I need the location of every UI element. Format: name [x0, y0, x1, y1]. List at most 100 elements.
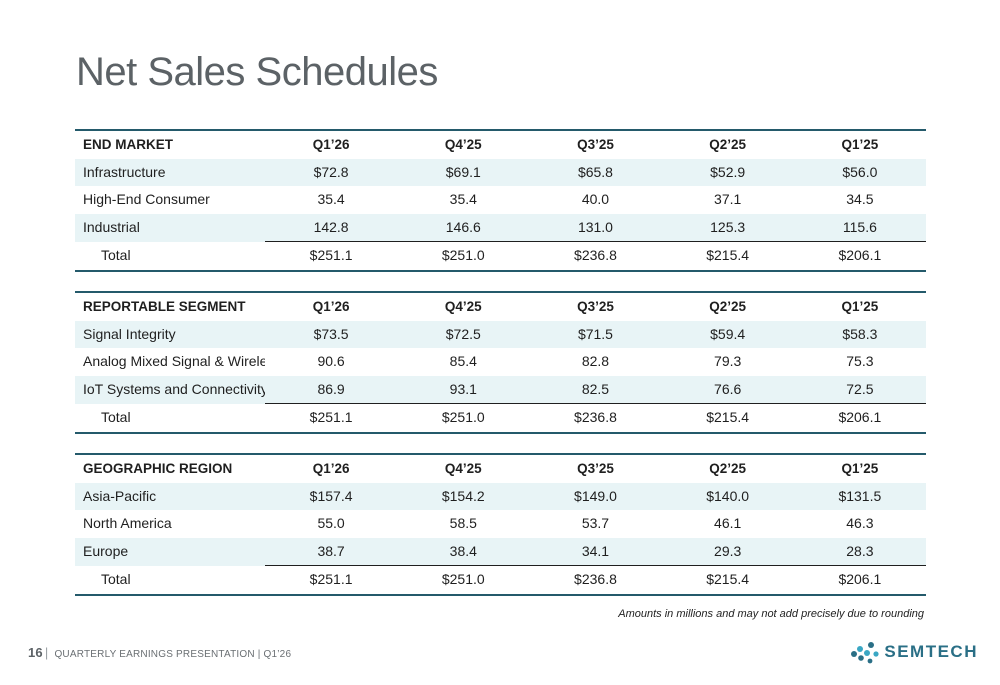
- column-header: Q4’25: [397, 291, 530, 321]
- table-row: Infrastructure $72.8 $69.1 $65.8 $52.9 $…: [75, 158, 926, 186]
- total-row: Total $251.1 $251.0 $236.8 $215.4 $206.1: [75, 241, 926, 272]
- column-header: Q1’25: [793, 129, 926, 159]
- table-row: Asia-Pacific $157.4 $154.2 $149.0 $140.0…: [75, 482, 926, 510]
- table-cell: 37.1: [714, 191, 742, 208]
- total-cell: $251.1: [265, 241, 398, 272]
- table-row: Europe 38.7 38.4 34.1 29.3 28.3: [75, 537, 926, 566]
- total-cell: $236.8: [529, 241, 662, 272]
- table-cell: 131.0: [529, 213, 662, 242]
- table-header-row: GEOGRAPHIC REGION Q1’26 Q4’25 Q3’25 Q2’2…: [75, 453, 926, 483]
- table-cell: 142.8: [265, 213, 398, 242]
- row-label: North America: [83, 515, 172, 532]
- table-cell: $157.4: [265, 482, 398, 510]
- table-cell: 58.5: [449, 515, 477, 532]
- total-cell: $206.1: [793, 403, 926, 434]
- table-cell: 115.6: [793, 213, 926, 242]
- total-cell: $206.1: [793, 241, 926, 272]
- table-cell: $149.0: [529, 482, 662, 510]
- table-cell: 125.3: [661, 213, 794, 242]
- column-header: Q3’25: [529, 453, 662, 483]
- table-heading: REPORTABLE SEGMENT: [75, 291, 265, 321]
- column-header: Q1’26: [265, 453, 398, 483]
- semtech-logo: SEMTECH: [850, 640, 978, 664]
- column-header: Q4’25: [397, 129, 530, 159]
- total-cell: $251.0: [397, 403, 530, 434]
- total-cell: $251.0: [397, 241, 530, 272]
- total-label: Total: [75, 565, 265, 596]
- table-cell: $73.5: [265, 320, 398, 348]
- row-label: Infrastructure: [75, 158, 265, 186]
- total-cell: $215.4: [661, 403, 794, 434]
- column-header: Q1’26: [265, 291, 398, 321]
- column-header: Q1’26: [265, 129, 398, 159]
- table-heading: GEOGRAPHIC REGION: [75, 453, 265, 483]
- table-cell: $140.0: [661, 482, 794, 510]
- table-cell: 93.1: [397, 375, 530, 404]
- table-cell: $65.8: [529, 158, 662, 186]
- footer-text: QUARTERLY EARNINGS PRESENTATION | Q1’26: [54, 649, 292, 660]
- table-cell: 29.3: [661, 537, 794, 566]
- table-cell: 146.6: [397, 213, 530, 242]
- total-cell: $206.1: [793, 565, 926, 596]
- column-header: Q2’25: [661, 129, 794, 159]
- table-cell: 34.5: [846, 191, 874, 208]
- row-label: Europe: [75, 537, 265, 566]
- table-cell: $71.5: [529, 320, 662, 348]
- total-cell: $215.4: [661, 565, 794, 596]
- table-cell: 40.0: [581, 191, 610, 208]
- total-cell: $236.8: [529, 565, 662, 596]
- table-cell: $72.5: [397, 320, 530, 348]
- total-cell: $251.1: [265, 403, 398, 434]
- column-header: Q1’25: [793, 291, 926, 321]
- table-cell: $58.3: [793, 320, 926, 348]
- row-label: Signal Integrity: [75, 320, 265, 348]
- total-label: Total: [75, 403, 265, 434]
- page-number: 16: [28, 645, 43, 660]
- total-row: Total $251.1 $251.0 $236.8 $215.4 $206.1: [75, 403, 926, 434]
- table-cell: 76.6: [661, 375, 794, 404]
- table-row: North America 55.0 58.5 53.7 46.1 46.3: [75, 510, 926, 538]
- table-cell: $59.4: [661, 320, 794, 348]
- total-row: Total $251.1 $251.0 $236.8 $215.4 $206.1: [75, 565, 926, 596]
- column-header: Q1’25: [793, 453, 926, 483]
- table-cell: 79.3: [714, 353, 742, 370]
- reportable-segment-table: REPORTABLE SEGMENT Q1’26 Q4’25 Q3’25 Q2’…: [75, 291, 926, 434]
- table-cell: 46.1: [714, 515, 742, 532]
- table-cell: 86.9: [265, 375, 398, 404]
- column-header: Q3’25: [529, 129, 662, 159]
- table-header-row: REPORTABLE SEGMENT Q1’26 Q4’25 Q3’25 Q2’…: [75, 291, 926, 321]
- column-header: Q4’25: [397, 453, 530, 483]
- row-label: Analog Mixed Signal & Wireless: [83, 353, 265, 370]
- total-cell: $251.0: [397, 565, 530, 596]
- table-row: Signal Integrity $73.5 $72.5 $71.5 $59.4…: [75, 320, 926, 348]
- table-header-row: END MARKET Q1’26 Q4’25 Q3’25 Q2’25 Q1’25: [75, 129, 926, 159]
- semtech-logo-icon: [851, 642, 879, 664]
- table-cell: $131.5: [793, 482, 926, 510]
- column-header: Q2’25: [661, 453, 794, 483]
- page-title: Net Sales Schedules: [76, 50, 438, 94]
- total-label: Total: [75, 241, 265, 272]
- table-cell: 34.1: [529, 537, 662, 566]
- table-row: Analog Mixed Signal & Wireless 90.6 85.4…: [75, 348, 926, 376]
- column-header: Q2’25: [661, 291, 794, 321]
- table-cell: 75.3: [846, 353, 874, 370]
- row-label: Industrial: [75, 213, 265, 242]
- geographic-region-table: GEOGRAPHIC REGION Q1’26 Q4’25 Q3’25 Q2’2…: [75, 453, 926, 596]
- table-cell: 85.4: [449, 353, 477, 370]
- total-cell: $236.8: [529, 403, 662, 434]
- table-cell: 72.5: [793, 375, 926, 404]
- table-cell: 38.4: [397, 537, 530, 566]
- logo-wordmark: SEMTECH: [884, 642, 978, 661]
- row-label: Asia-Pacific: [75, 482, 265, 510]
- table-heading: END MARKET: [75, 129, 265, 159]
- table-row: High-End Consumer 35.4 35.4 40.0 37.1 34…: [75, 186, 926, 214]
- table-cell: $69.1: [397, 158, 530, 186]
- table-cell: 90.6: [317, 353, 345, 370]
- total-cell: $215.4: [661, 241, 794, 272]
- table-cell: 82.5: [529, 375, 662, 404]
- table-cell: $56.0: [793, 158, 926, 186]
- table-cell: $72.8: [265, 158, 398, 186]
- table-cell: 35.4: [317, 191, 345, 208]
- table-row: Industrial 142.8 146.6 131.0 125.3 115.6: [75, 213, 926, 242]
- table-cell: 82.8: [581, 353, 610, 370]
